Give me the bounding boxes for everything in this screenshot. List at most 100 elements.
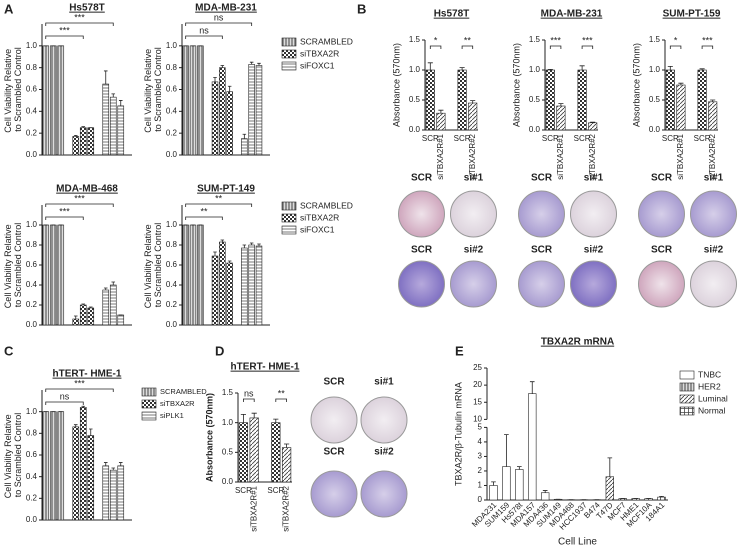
error-bar bbox=[73, 315, 78, 319]
legend-swatch bbox=[679, 382, 695, 392]
y-tick-label: 1.0 bbox=[222, 418, 234, 427]
legend-swatch bbox=[679, 406, 695, 416]
well-label: SCR bbox=[651, 173, 673, 184]
significance-bracket bbox=[243, 398, 255, 402]
bar bbox=[109, 96, 117, 156]
panel-label: B bbox=[357, 1, 366, 16]
legend-swatch bbox=[281, 49, 297, 59]
x-tick-label: SCR bbox=[694, 134, 711, 143]
significance-label: ** bbox=[200, 206, 208, 216]
bar bbox=[515, 469, 524, 501]
y-tick-label: 0.6 bbox=[166, 260, 178, 269]
well-label: SCR bbox=[411, 245, 433, 256]
bar bbox=[42, 224, 50, 326]
bar bbox=[87, 127, 95, 156]
y-tick-label: 0 bbox=[478, 495, 483, 504]
legend-label: SCRAMBLED bbox=[300, 200, 353, 210]
legend-swatch bbox=[281, 225, 297, 235]
error-bar bbox=[273, 418, 279, 423]
significance-bracket bbox=[185, 216, 223, 220]
bar bbox=[226, 262, 233, 326]
x-tick-label: siTBXA2R#2 bbox=[468, 133, 477, 179]
y-tick-label: 3 bbox=[478, 452, 483, 461]
bar bbox=[42, 411, 50, 521]
well-image bbox=[690, 260, 737, 308]
x-tick-label: SCR bbox=[662, 134, 679, 143]
error-bar bbox=[249, 242, 254, 245]
legend-label: Luminal bbox=[698, 393, 728, 403]
bar bbox=[436, 112, 446, 131]
panel-label: A bbox=[4, 1, 14, 16]
bar bbox=[182, 45, 189, 156]
bar bbox=[109, 469, 117, 521]
y-tick-label: 0.5 bbox=[529, 95, 541, 104]
error-bar bbox=[427, 62, 433, 70]
significance-label: * bbox=[674, 35, 678, 45]
bar bbox=[528, 393, 537, 501]
legend-label: siFOXC1 bbox=[300, 224, 335, 234]
well-image bbox=[310, 396, 358, 444]
bar bbox=[281, 447, 292, 483]
y-tick-label: 4 bbox=[478, 437, 483, 446]
error-bar bbox=[213, 251, 217, 256]
bar bbox=[248, 244, 255, 326]
legend-swatch bbox=[281, 61, 297, 71]
y-tick-label: 1.0 bbox=[529, 65, 541, 74]
bar bbox=[241, 138, 248, 156]
significance-bracket bbox=[549, 45, 562, 49]
bar bbox=[489, 485, 498, 501]
error-bar bbox=[667, 66, 673, 70]
bar bbox=[87, 307, 95, 326]
error-bar bbox=[111, 281, 116, 285]
significance-label: *** bbox=[59, 206, 70, 216]
bar bbox=[72, 318, 80, 326]
error-bar bbox=[438, 109, 444, 114]
error-bar bbox=[88, 306, 93, 308]
well-image bbox=[690, 190, 737, 238]
bar bbox=[657, 496, 666, 501]
well-image bbox=[360, 470, 408, 518]
well-image bbox=[360, 396, 408, 444]
legend-swatch bbox=[141, 399, 157, 409]
bar bbox=[226, 91, 233, 156]
x-axis-label: Cell Line bbox=[558, 537, 597, 547]
y-axis-label: Cell Viability Relative to Scrambled Con… bbox=[143, 222, 163, 308]
error-bar bbox=[678, 82, 684, 85]
y-tick-label: 0.4 bbox=[26, 472, 38, 481]
bar bbox=[577, 69, 587, 131]
significance-bracket bbox=[429, 45, 442, 49]
error-bar bbox=[470, 100, 476, 103]
well-image bbox=[638, 260, 685, 308]
significance-label: ns bbox=[244, 388, 254, 398]
bar bbox=[42, 45, 50, 156]
chart-title: MDA-MB-231 bbox=[195, 3, 257, 14]
chart-title: MDA-MB-231 bbox=[541, 9, 603, 20]
well-label: SCR bbox=[531, 173, 553, 184]
chart-title: MDA-MB-468 bbox=[56, 184, 118, 195]
y-tick-label: 1.5 bbox=[409, 35, 421, 44]
y-tick-label: 1.0 bbox=[166, 41, 178, 50]
y-tick-label: 1.0 bbox=[26, 41, 38, 50]
x-tick-label: siTBXA2R#1 bbox=[249, 485, 258, 531]
well-label: si#2 bbox=[374, 447, 394, 458]
bar bbox=[72, 426, 80, 521]
error-bar bbox=[220, 65, 225, 68]
bar bbox=[255, 245, 263, 326]
bar bbox=[102, 83, 110, 156]
x-tick-label: SCR bbox=[542, 134, 559, 143]
bar bbox=[197, 45, 204, 156]
bar bbox=[57, 224, 65, 326]
x-tick-label: SCR bbox=[422, 134, 439, 143]
significance-label: ns bbox=[214, 12, 224, 22]
x-tick-label: siTBXA2R#1 bbox=[436, 133, 445, 179]
bar bbox=[540, 492, 550, 501]
error-bar bbox=[88, 428, 93, 436]
y-tick-label: 15 bbox=[473, 397, 482, 406]
well-image bbox=[570, 260, 617, 308]
well-label: si#2 bbox=[464, 245, 484, 256]
y-tick-label: 0.2 bbox=[26, 128, 38, 137]
bar bbox=[708, 101, 718, 131]
y-tick-label: 2 bbox=[478, 466, 483, 475]
significance-bracket bbox=[45, 216, 84, 220]
